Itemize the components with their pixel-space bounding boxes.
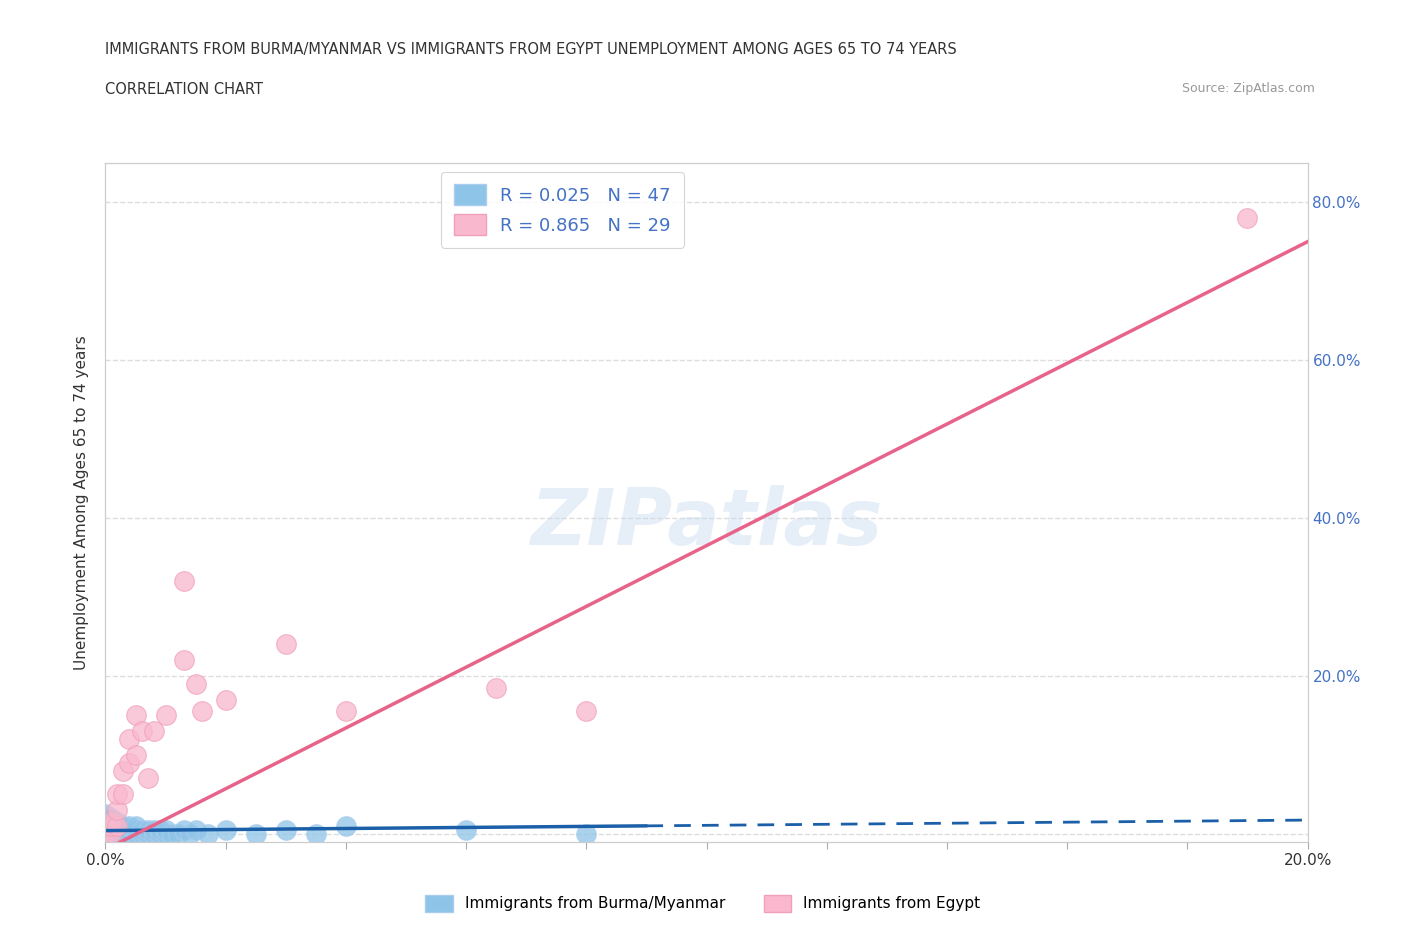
Point [136, 827, 159, 842]
Point [94, 827, 117, 842]
Point [94, 818, 117, 833]
Point [124, 708, 146, 723]
Point [100, 822, 122, 837]
Point [94, 827, 117, 842]
Point [197, 827, 219, 842]
Point [107, 822, 129, 837]
Point [107, 827, 129, 842]
Point [184, 676, 207, 691]
Point [100, 818, 122, 833]
Point [166, 827, 188, 842]
Point [155, 827, 177, 842]
Point [214, 692, 236, 707]
Point [94, 815, 117, 830]
Point [274, 637, 297, 652]
Point [112, 822, 135, 837]
Point [305, 827, 328, 842]
Point [1236, 210, 1258, 225]
Point [107, 787, 129, 802]
Legend: Immigrants from Burma/Myanmar, Immigrants from Egypt: Immigrants from Burma/Myanmar, Immigrant… [419, 889, 987, 918]
Point [100, 818, 122, 833]
Point [335, 704, 357, 719]
Point [245, 827, 267, 842]
Point [155, 822, 177, 837]
Point [107, 815, 129, 830]
Point [124, 748, 146, 763]
Point [160, 827, 183, 842]
Point [112, 764, 135, 778]
Point [173, 653, 195, 668]
Text: Source: ZipAtlas.com: Source: ZipAtlas.com [1181, 82, 1315, 95]
Y-axis label: Unemployment Among Ages 65 to 74 years: Unemployment Among Ages 65 to 74 years [75, 335, 90, 670]
Point [131, 827, 153, 842]
Text: CORRELATION CHART: CORRELATION CHART [105, 82, 263, 97]
Point [190, 704, 212, 719]
Point [124, 818, 146, 833]
Point [118, 818, 141, 833]
Point [142, 822, 165, 837]
Point [112, 827, 135, 842]
Point [335, 818, 357, 833]
Point [148, 827, 170, 842]
Point [118, 827, 141, 842]
Point [179, 827, 201, 842]
Point [118, 732, 141, 747]
Point [100, 827, 122, 842]
Point [214, 822, 236, 837]
Point [124, 827, 146, 842]
Point [94, 811, 117, 826]
Point [118, 755, 141, 770]
Point [274, 822, 297, 837]
Point [136, 771, 159, 786]
Point [131, 724, 153, 738]
Point [142, 724, 165, 738]
Point [124, 822, 146, 837]
Point [575, 827, 598, 842]
Point [173, 822, 195, 837]
Point [94, 818, 117, 833]
Point [112, 818, 135, 833]
Point [94, 822, 117, 837]
Point [107, 818, 129, 833]
Point [112, 787, 135, 802]
Point [155, 708, 177, 723]
Point [100, 815, 122, 830]
Point [107, 803, 129, 817]
Point [454, 822, 477, 837]
Point [100, 827, 122, 842]
Point [94, 822, 117, 837]
Point [136, 822, 159, 837]
Point [142, 827, 165, 842]
Text: IMMIGRANTS FROM BURMA/MYANMAR VS IMMIGRANTS FROM EGYPT UNEMPLOYMENT AMONG AGES 6: IMMIGRANTS FROM BURMA/MYANMAR VS IMMIGRA… [105, 42, 957, 57]
Point [107, 818, 129, 833]
Point [131, 822, 153, 837]
Point [184, 822, 207, 837]
Text: ZIPatlas: ZIPatlas [530, 485, 883, 561]
Point [100, 811, 122, 826]
Point [575, 704, 598, 719]
Point [173, 574, 195, 589]
Point [485, 680, 508, 695]
Point [148, 822, 170, 837]
Point [94, 806, 117, 821]
Point [118, 822, 141, 837]
Point [100, 815, 122, 830]
Legend: R = 0.025   N = 47, R = 0.865   N = 29: R = 0.025 N = 47, R = 0.865 N = 29 [441, 172, 683, 247]
